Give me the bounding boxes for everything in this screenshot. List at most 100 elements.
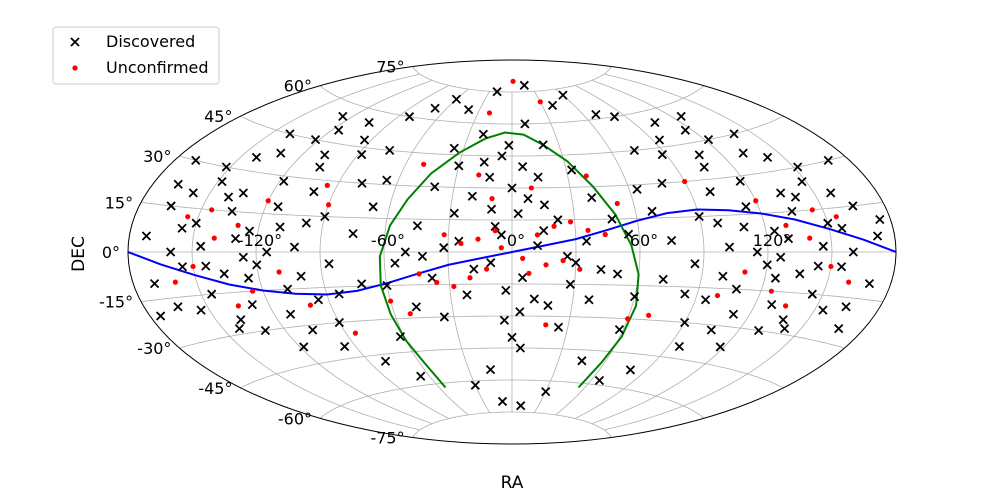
dec-tick-label: 30° [143,147,171,166]
discovered-point [173,179,183,189]
unconfirmed-point [307,302,314,308]
discovered-point [706,325,716,335]
discovered-point [357,149,367,160]
grid-meridian [255,80,433,424]
discovered-point [395,331,406,342]
discovered-point [166,201,176,211]
discovered-point [243,273,254,283]
unconfirmed-point [235,303,241,309]
grid-meridian [533,91,577,413]
discovered-point [230,234,241,244]
discovered-point [299,342,309,352]
discovered-point [837,223,847,233]
discovered-point [449,208,459,218]
discovered-point [872,231,883,241]
discovered-point [196,305,206,315]
discovered-point [276,148,286,158]
discovered-point [547,100,558,110]
discovered-point [532,240,543,251]
discovered-point [313,295,324,305]
dec-tick-label: -15° [99,293,133,312]
discovered-point [680,317,690,328]
discovered-point [504,140,514,150]
discovered-point [776,188,786,198]
discovered-point [607,214,617,224]
discovered-point [478,129,488,139]
discovered-point [364,117,374,128]
discovered-point [430,182,440,192]
discovered-point [282,284,293,294]
discovered-point [296,271,306,281]
legend-box [52,26,220,85]
discovered-point [320,150,330,160]
unconfirmed-point [249,288,256,294]
discovered-point [623,229,634,239]
discovered-point [594,375,605,386]
grid-meridian [591,80,769,424]
discovered-point [348,229,358,239]
discovered-point [629,145,639,155]
unconfirmed-point [352,330,359,336]
data-points [141,78,885,411]
discovered-point [309,187,319,197]
discovered-point [357,178,367,188]
unconfirmed-point [467,275,473,281]
discovered-point [699,162,709,172]
discovered-point [517,272,528,283]
discovered-point [238,188,248,198]
discovered-point [188,188,198,198]
discovered-point [191,155,201,165]
discovered-point [650,117,660,128]
unconfirmed-point [185,214,191,220]
unconfirmed-point [585,227,591,233]
discovered-point [470,380,480,390]
discovered-point [647,206,657,216]
discovered-point [541,386,551,397]
discovered-point [411,302,421,312]
discovered-point [823,218,833,228]
discovered-point [533,172,543,182]
discovered-point [308,325,318,335]
discovered-point [565,279,575,289]
discovered-point [497,151,507,161]
discovered-point [515,343,526,353]
discovered-point [769,226,780,236]
discovered-point [841,302,851,312]
unconfirmed-point [492,228,498,234]
discovered-point [795,269,805,279]
unconfirmed-point [324,182,330,188]
unconfirmed-point [489,196,495,202]
unconfirmed-point [325,202,332,208]
discovered-point [762,260,772,270]
reference-curve-1 [378,131,640,389]
discovered-point [486,204,497,214]
discovered-point [149,278,160,289]
discovered-point [654,135,665,145]
ra-tick-label: 120° [753,231,792,250]
discovered-point [191,218,201,228]
discovered-point [558,90,568,100]
discovered-point [848,247,858,257]
discovered-point [501,285,511,296]
discovered-point [826,188,836,198]
discovered-point [848,201,858,211]
discovered-point [485,172,495,182]
unconfirmed-point [476,172,482,178]
unconfirmed-point [560,257,566,264]
discovered-point [236,315,246,325]
discovered-point [818,241,828,251]
discovered-point [334,289,344,299]
unconfirmed-point [537,99,543,105]
discovered-point [462,290,472,300]
discovered-point [260,325,271,336]
dec-tick-label: -45° [198,379,232,398]
dec-tick-label: 75° [376,58,404,77]
discovered-point [333,125,344,135]
unconfirmed-point [475,236,481,242]
grid-meridian [604,73,833,431]
discovered-point [818,305,828,315]
unconfirmed-point [543,322,549,328]
discovered-point [779,324,790,334]
discovered-point [741,202,751,212]
discovered-point [219,269,229,279]
